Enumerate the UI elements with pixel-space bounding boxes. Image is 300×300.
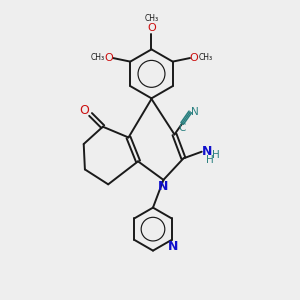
Text: CH₃: CH₃ [144,14,159,23]
Text: N: N [168,240,178,253]
Text: N: N [158,180,169,193]
Text: O: O [147,23,156,33]
Text: H: H [206,155,214,165]
Text: CH₃: CH₃ [90,53,104,62]
Text: CH₃: CH₃ [199,53,213,62]
Text: C: C [178,123,186,133]
Text: O: O [105,53,113,63]
Text: H: H [212,150,220,160]
Text: N: N [202,145,212,158]
Text: O: O [80,104,89,117]
Text: O: O [190,53,198,63]
Text: N: N [191,107,199,117]
